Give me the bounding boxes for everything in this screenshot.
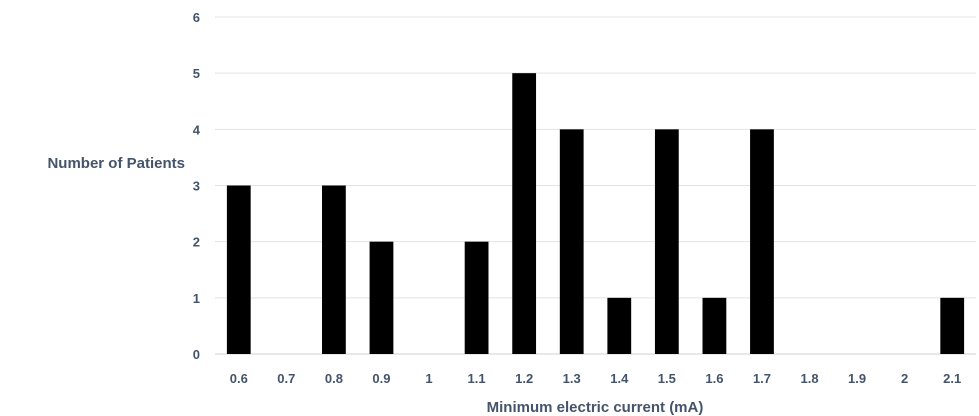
- y-axis-title: Number of Patients: [47, 155, 185, 172]
- x-tick-label: 1.8: [800, 371, 818, 386]
- bars: [226, 73, 965, 355]
- x-axis-title: Minimum electric current (mA): [487, 399, 704, 416]
- bar: [940, 297, 965, 354]
- x-tick-label: 0.8: [325, 371, 343, 386]
- x-tick-label: 2: [901, 371, 908, 386]
- x-tick-label: 1.4: [610, 371, 629, 386]
- x-tick-label: 1.1: [468, 371, 486, 386]
- bar: [322, 185, 346, 354]
- x-tick-label: 1.6: [705, 371, 723, 386]
- x-tick-labels: 0.6 0.7 0.8 0.9 1 1.1 1.2 1.3 1.4 1.5 1.6 1.7 1.8 1.9…: [230, 371, 962, 386]
- x-tick-label: 1: [425, 371, 432, 386]
- y-tick-label: 6: [193, 10, 200, 25]
- bar: [607, 297, 632, 354]
- y-tick-label: 0: [193, 347, 200, 362]
- x-tick-label: 0.9: [372, 371, 390, 386]
- y-tick-label: 5: [193, 66, 200, 81]
- bar: [750, 129, 774, 354]
- x-tick-label: 0.7: [277, 371, 295, 386]
- y-tick-labels: 0 1 2 3 4 5 6: [193, 10, 201, 362]
- bar: [464, 241, 489, 354]
- x-tick-label: 2.1: [943, 371, 961, 386]
- x-tick-label: 1.9: [848, 371, 866, 386]
- y-tick-label: 1: [193, 291, 200, 306]
- x-tick-label: 1.3: [563, 371, 581, 386]
- x-tick-label: 0.6: [230, 371, 248, 386]
- bar: [654, 129, 679, 354]
- bar: [226, 185, 251, 354]
- y-tick-label: 4: [193, 122, 201, 137]
- x-tick-label: 1.5: [658, 371, 676, 386]
- bar: [369, 241, 394, 354]
- bar: [512, 73, 537, 355]
- bar: [559, 129, 584, 354]
- x-tick-label: 1.2: [515, 371, 533, 386]
- y-tick-label: 2: [193, 235, 200, 250]
- x-tick-label: 1.7: [753, 371, 771, 386]
- bar: [702, 297, 727, 354]
- y-tick-label: 3: [193, 179, 200, 194]
